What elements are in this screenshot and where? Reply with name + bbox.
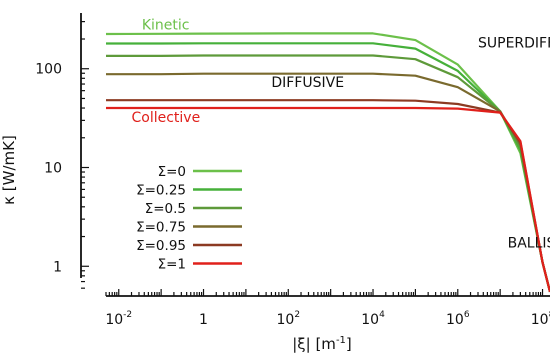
legend-label: Σ=0.75	[136, 220, 186, 236]
y-tick-label: 100	[35, 62, 62, 78]
annotations: Kinetic SUPERDIFFUSIVE DIFFUSIVE Collective…	[132, 17, 550, 251]
x-tick-label: 106	[446, 310, 470, 328]
y-tick-label: 1	[53, 259, 62, 275]
y-axis-label: κ [W/mK]	[0, 135, 18, 205]
axes: 10-21102104106108110100	[35, 13, 550, 328]
legend-label: Σ=0.5	[145, 201, 186, 217]
x-tick-label: 1	[199, 312, 208, 328]
x-tick-label: 108	[531, 310, 550, 328]
annotation-label: DIFFUSIVE	[271, 75, 344, 91]
y-tick-label: 10	[44, 161, 62, 177]
series-lines	[105, 32, 550, 293]
series-line-5	[106, 106, 550, 293]
annotation-label: BALLISTIC	[508, 235, 550, 251]
x-tick-label: 10-2	[105, 310, 132, 328]
x-tick-label: 104	[361, 310, 385, 328]
x-axis-label: |ξ| [m-1]	[292, 335, 352, 353]
legend-label: Σ=1	[158, 257, 186, 273]
annotation-label: SUPERDIFFUSIVE	[478, 35, 550, 51]
legend: Σ=0 Σ=0.25 Σ=0.5 Σ=0.75 Σ=0.95 Σ=1	[136, 164, 242, 273]
legend-label: Σ=0	[158, 164, 186, 180]
legend-label: Σ=0.95	[136, 238, 186, 254]
x-tick-label: 102	[276, 310, 300, 328]
annotation-label: Collective	[132, 110, 201, 126]
annotation-label: Kinetic	[142, 17, 190, 33]
legend-label: Σ=0.25	[136, 183, 186, 199]
